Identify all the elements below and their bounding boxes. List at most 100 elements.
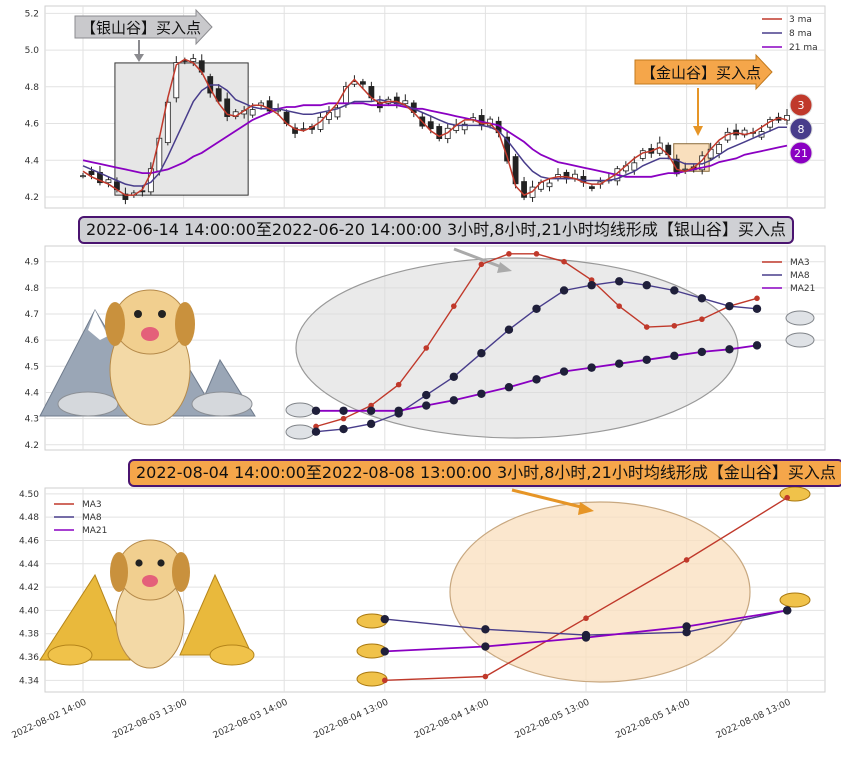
- panel3-series-0-point: [784, 494, 790, 501]
- panel2-series-0-point: [671, 322, 678, 329]
- panel3-legend-label: MA21: [82, 526, 107, 536]
- silver-down-arrowhead: [134, 54, 144, 62]
- panel2-series-2-point: [422, 401, 431, 410]
- panel2-series-0-point: [533, 251, 540, 257]
- panel3-y-tick-label: 4.44: [19, 560, 39, 570]
- silver-ingot-icon: [285, 402, 315, 418]
- dog-eye-right: [158, 310, 166, 318]
- panel1-y-tick-label: 4.2: [25, 193, 39, 203]
- panel2-series-2-point: [311, 406, 321, 415]
- panel2-series-1-point: [449, 372, 459, 381]
- panel2-series-0-point: [699, 316, 705, 323]
- gold-valley-ellipse: [449, 501, 751, 683]
- panel2-series-1-point: [504, 325, 514, 334]
- dog2-eye-left: [135, 559, 143, 567]
- panel1-legend-label: 3 ma: [789, 15, 812, 25]
- candle-body: [266, 100, 273, 112]
- panel2-series-1-point: [614, 277, 624, 286]
- panel1-y-tick-label: 5.0: [25, 46, 40, 56]
- panel1-y-tick-label: 4.8: [25, 83, 40, 93]
- panel3-series-2-point: [481, 642, 490, 651]
- panel2-series-2-point: [670, 351, 679, 361]
- panel2-series-0-point: [616, 303, 622, 309]
- silver-valley-box: [114, 62, 249, 196]
- candle-body: [631, 162, 638, 171]
- panel2-series-1-point: [559, 286, 569, 295]
- panel2-y-tick-label: 4.4: [25, 388, 40, 398]
- candle-body: [716, 144, 723, 155]
- panel3-pointer-arrow: [511, 488, 586, 510]
- panel2-series-1-point: [311, 427, 321, 436]
- ma-badge-label: 3: [798, 99, 805, 112]
- panel2-y-tick-label: 4.7: [25, 310, 39, 320]
- candle-body: [360, 81, 366, 85]
- panel3-y-tick-label: 4.36: [19, 653, 39, 663]
- panel2-series-1-point: [670, 286, 679, 295]
- panel2-series-1-point: [477, 349, 486, 358]
- panel3-series-1-point: [380, 614, 389, 624]
- gold-ingot-icon: [779, 592, 811, 608]
- candle-body: [461, 123, 468, 131]
- panel2-series-1-point: [725, 301, 734, 311]
- silver-ingot-icon: [285, 424, 315, 440]
- panel1-ma8-line: [82, 84, 787, 187]
- candle-body: [436, 126, 443, 139]
- panel2-legend-label: MA8: [790, 271, 810, 281]
- dog2-eye-right: [157, 559, 165, 567]
- panel1-ma21-line: [82, 102, 788, 178]
- gold-arrow-label: 【金山谷】买入点: [641, 64, 761, 82]
- panel2-series-2-point: [587, 363, 596, 372]
- ma-badge: [789, 117, 813, 141]
- candle-body: [122, 193, 129, 200]
- panel2-series-2-point: [614, 359, 624, 368]
- x-tick-label: 2022-08-08 13:00: [715, 698, 793, 741]
- panel2-series-0-point: [395, 381, 402, 388]
- gold-arrow-shape: [634, 53, 773, 91]
- panel1-y-tick-label: 4.6: [25, 120, 40, 130]
- panel2-series-2-point: [394, 406, 403, 415]
- panel1-legend-label: 8 ma: [789, 29, 812, 39]
- panel3-y-tick-label: 4.34: [19, 676, 39, 686]
- candle-body: [589, 186, 595, 189]
- panel3-series-2-point: [783, 606, 792, 615]
- candle-body: [164, 101, 171, 144]
- silver-mountain-snow: [88, 310, 108, 340]
- panel3-y-tick-label: 4.48: [19, 513, 39, 523]
- candle-body: [546, 182, 553, 188]
- panel2-series-1-point: [587, 281, 596, 290]
- panel2-series-1-point: [366, 419, 376, 429]
- panel3-legend-label: MA3: [82, 500, 102, 510]
- candle-body: [521, 181, 527, 198]
- x-tick-label: 2022-08-03 13:00: [111, 698, 189, 741]
- panel2-y-tick-label: 4.6: [25, 336, 40, 346]
- panel2-series-0-point: [561, 258, 567, 265]
- candle-body: [105, 179, 112, 184]
- ma-badge-label: 8: [798, 123, 805, 136]
- panel3-series-1-point: [481, 625, 490, 634]
- silver-ingot-icon: [785, 332, 815, 348]
- panel3-pointer-arrowhead: [578, 502, 594, 515]
- panel3-series-2-point: [380, 647, 389, 656]
- panel2-series-0-point: [643, 324, 650, 330]
- dog-tongue: [141, 327, 159, 341]
- panel3-series-0-point: [683, 557, 690, 563]
- panel2-y-tick-label: 4.2: [25, 441, 39, 451]
- panel2-legend-label: MA21: [790, 284, 815, 294]
- candle-body: [249, 109, 256, 116]
- panel1-y-tick-label: 4.4: [25, 156, 40, 166]
- x-tick-label: 2022-08-04 13:00: [312, 698, 390, 741]
- panel2-series-2-point: [366, 406, 376, 415]
- panel2-series-0-point: [451, 303, 457, 309]
- ma-badge-label: 21: [794, 147, 808, 160]
- panel3-series-0-point: [382, 677, 388, 684]
- panel2-series-2-point: [504, 383, 514, 392]
- silver-ingot-icon: [785, 310, 815, 326]
- panel2-series-1-point: [339, 424, 348, 434]
- panel2-series-2-point: [752, 341, 762, 350]
- panel2-series-2-point: [642, 355, 651, 364]
- panel2-series-0-point: [506, 251, 512, 257]
- panel1-y-tick-label: 5.2: [25, 9, 39, 19]
- panel2-series-2-point: [339, 406, 348, 415]
- silver-arrow-shape: [74, 8, 213, 46]
- panel2-series-0-point: [754, 295, 760, 302]
